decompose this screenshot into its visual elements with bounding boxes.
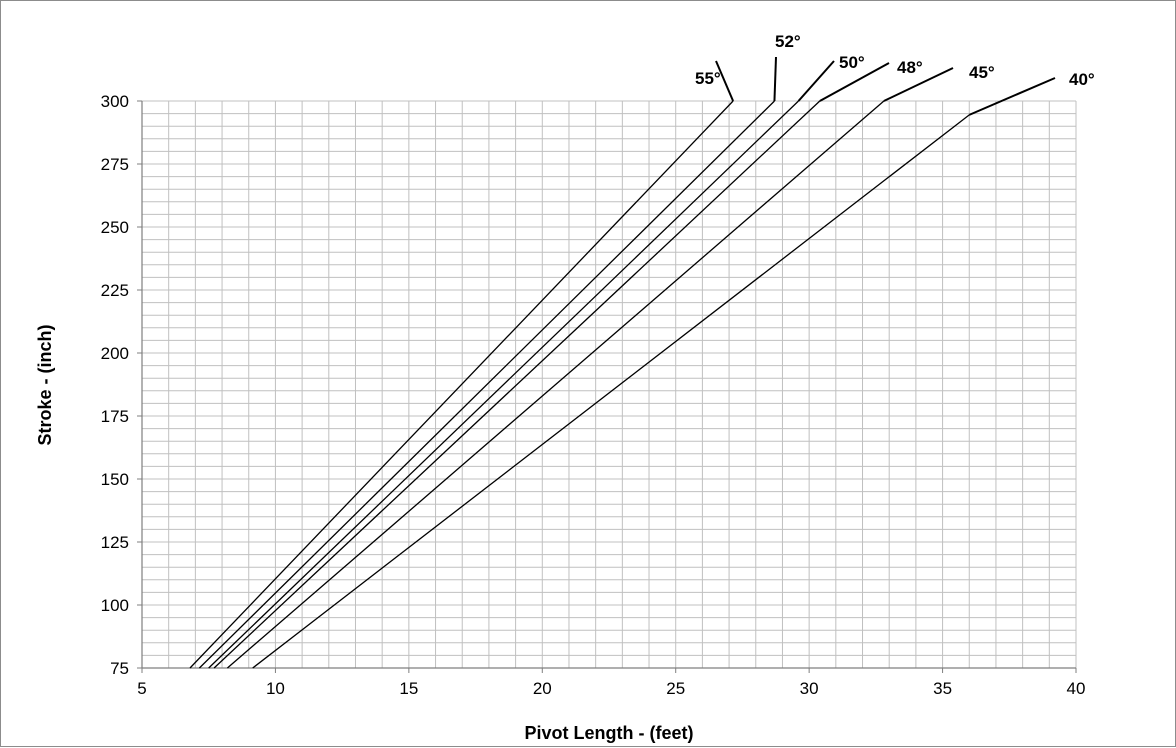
series-leader-line	[883, 67, 954, 102]
x-tick-label: 10	[266, 679, 285, 698]
grid	[141, 100, 1077, 669]
series-line-40deg	[252, 114, 970, 669]
y-tick-label: 150	[101, 470, 129, 489]
series-label: 45°	[969, 63, 995, 82]
x-tick-label: 30	[800, 679, 819, 698]
x-tick-label: 25	[666, 679, 685, 698]
series-label: 40°	[1069, 70, 1095, 89]
y-tick-label: 75	[110, 659, 129, 678]
axes	[137, 100, 1077, 673]
series-leader-line	[968, 77, 1056, 116]
x-tick-label: 20	[533, 679, 552, 698]
y-tick-label: 200	[101, 344, 129, 363]
y-tick-label: 225	[101, 281, 129, 300]
y-tick-label: 175	[101, 407, 129, 426]
series-leader-line	[819, 62, 890, 102]
series-line-50deg	[208, 100, 799, 669]
y-axis-title: Stroke - (inch)	[35, 324, 55, 445]
series-line-45deg	[226, 100, 885, 669]
y-tick-label: 100	[101, 596, 129, 615]
x-tick-label: 5	[137, 679, 146, 698]
series-label: 52°	[775, 32, 801, 51]
series-leader-line	[773, 56, 777, 102]
series-leader-line	[715, 60, 735, 102]
x-tick-label: 35	[933, 679, 952, 698]
x-tick-label: 15	[399, 679, 418, 698]
y-tick-label: 250	[101, 218, 129, 237]
series-line-55deg	[189, 100, 734, 669]
y-tick-label: 275	[101, 155, 129, 174]
series-label: 50°	[839, 53, 865, 72]
y-tick-label: 125	[101, 533, 129, 552]
series-leader-line	[797, 60, 835, 102]
series-label: 55°	[695, 69, 721, 88]
x-tick-label: 40	[1067, 679, 1086, 698]
series-label: 48°	[897, 58, 923, 77]
tick-labels: 5 10 15 20 25 30 35 40 75 100 125 150 175 200 225 250 27…	[101, 92, 1086, 698]
series-line-48deg	[213, 100, 821, 669]
series-line-52deg	[198, 100, 775, 669]
y-tick-label: 300	[101, 92, 129, 111]
series-lines: 55° 52° 50° 48° 45° 40°	[189, 32, 1095, 669]
x-axis-title: Pivot Length - (feet)	[525, 723, 694, 743]
